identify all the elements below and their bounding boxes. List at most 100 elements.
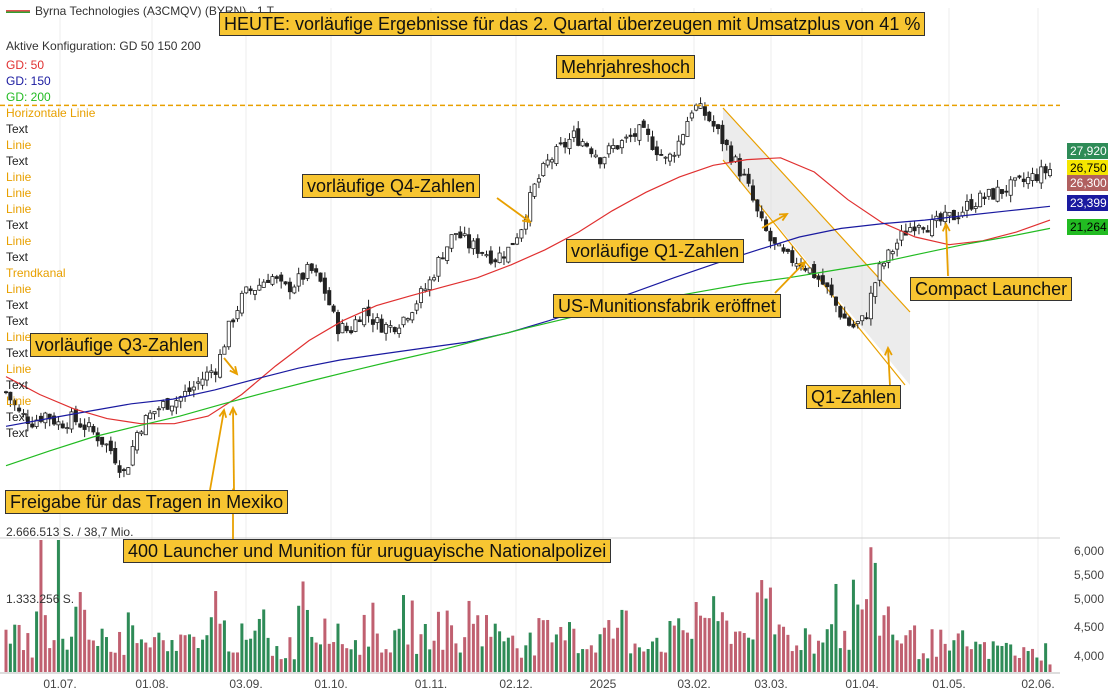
candle <box>965 194 970 218</box>
candle-body <box>895 242 900 250</box>
volume-bar <box>869 547 873 672</box>
candle-body <box>886 249 891 263</box>
candle-body <box>606 145 611 155</box>
legend-item: Text <box>6 154 29 168</box>
candle-body <box>353 319 358 332</box>
candle-body <box>943 211 948 223</box>
candle-body <box>449 234 454 249</box>
volume-bar <box>74 606 78 672</box>
volume-bar <box>70 636 74 672</box>
candle-body <box>239 292 244 314</box>
candle-body <box>598 157 603 165</box>
candle <box>829 277 834 298</box>
candle-body <box>370 319 375 325</box>
time-tick-label: 03.03. <box>754 677 787 691</box>
candle-body <box>855 321 860 325</box>
legend-item: Linie <box>6 394 32 408</box>
candle <box>218 349 223 379</box>
candle-body <box>401 316 406 326</box>
candle <box>803 265 808 273</box>
legend-item: Linie <box>6 282 32 296</box>
candle <box>12 398 17 411</box>
candle <box>274 274 279 284</box>
candle <box>637 124 642 146</box>
volume-bar <box>519 657 523 672</box>
volume-bar <box>1013 655 1017 672</box>
candle-body <box>1034 174 1039 181</box>
candle <box>886 248 891 269</box>
volume-bar <box>685 632 689 672</box>
candle <box>916 223 921 235</box>
candle <box>1030 167 1035 187</box>
volume-bar <box>253 630 257 672</box>
volume-bar <box>336 623 340 672</box>
candle <box>650 130 655 151</box>
candle <box>619 139 624 154</box>
candle <box>121 467 126 478</box>
candle-body <box>410 312 415 321</box>
candle <box>405 317 410 323</box>
volume-bar <box>751 639 755 672</box>
candle-body <box>244 286 249 294</box>
candle-body <box>978 192 983 208</box>
candle-body <box>135 432 140 451</box>
volume-bar <box>170 640 174 672</box>
candle-body <box>384 324 389 334</box>
candle <box>672 151 677 163</box>
time-tick-label: 03.09. <box>229 677 262 691</box>
candle-body <box>231 319 236 323</box>
candle-body <box>436 257 441 277</box>
volume-bar <box>878 635 882 672</box>
volume-bar <box>480 646 484 672</box>
volume-bar <box>755 592 759 672</box>
volume-bar <box>323 618 327 672</box>
volume-bar <box>677 618 681 672</box>
candle <box>401 316 406 328</box>
candle-body <box>558 142 563 145</box>
moving-average-line <box>5 227 1051 467</box>
legend-item: Linie <box>6 330 32 344</box>
candle-body <box>589 148 594 155</box>
volume-bar <box>493 623 497 672</box>
candle <box>34 414 39 429</box>
time-tick-label: 01.11. <box>415 677 447 691</box>
volume-bar <box>987 658 991 672</box>
volume-bar <box>982 642 986 672</box>
volume-bar <box>764 598 768 672</box>
candle-body <box>331 305 336 312</box>
candle <box>4 390 9 395</box>
candle <box>301 272 306 285</box>
volume-bar <box>301 581 305 672</box>
candle <box>580 138 585 148</box>
volume-bar <box>498 631 502 672</box>
candle-body <box>711 120 716 127</box>
candle-body <box>327 290 332 306</box>
volume-bar <box>681 630 685 672</box>
volume-bar <box>397 628 401 672</box>
candle <box>65 422 70 434</box>
candle-body <box>148 412 153 420</box>
volume-bar <box>533 655 537 672</box>
candle-body <box>349 330 354 334</box>
volume-tick-label: 6,000 <box>1074 544 1104 558</box>
candle <box>453 233 458 241</box>
candle-body <box>842 313 847 319</box>
candle <box>943 204 948 227</box>
volume-bar <box>126 612 130 672</box>
candle-body <box>860 315 865 322</box>
candle <box>541 161 546 178</box>
candle-body <box>113 447 118 464</box>
candle <box>781 244 786 254</box>
volume-bar <box>550 642 554 672</box>
candle <box>449 234 454 253</box>
candle <box>169 405 174 416</box>
legend-item: Linie <box>6 234 32 248</box>
candle-body <box>1048 169 1053 177</box>
candle-body <box>427 279 432 290</box>
volume-bar <box>969 649 973 672</box>
candle-body <box>156 408 161 411</box>
candle-body <box>91 426 96 433</box>
candle-body <box>528 192 533 222</box>
candle <box>663 156 668 165</box>
volume-bar <box>991 641 995 672</box>
